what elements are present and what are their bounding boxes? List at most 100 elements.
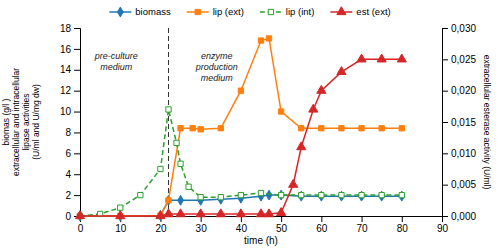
marker xyxy=(359,191,365,201)
text-line: biomas (g/l ) xyxy=(1,98,11,145)
marker xyxy=(236,209,245,217)
tick-label: 0,030 xyxy=(451,23,476,34)
tick-mark xyxy=(321,216,322,222)
tick: 18 xyxy=(60,23,80,34)
tick: 50 xyxy=(276,216,288,234)
marker xyxy=(277,208,286,216)
y2-axis-title: extracellular esterase activity (U/ml) xyxy=(482,55,492,190)
marker xyxy=(278,109,283,114)
marker xyxy=(186,184,191,189)
marker xyxy=(298,191,304,201)
text-line: medium xyxy=(100,62,133,72)
tick-label: 60 xyxy=(316,223,328,234)
axis-line xyxy=(81,217,443,223)
marker xyxy=(397,54,406,62)
x-axis-title: time (h) xyxy=(244,235,278,246)
legend-marker xyxy=(195,9,200,14)
marker xyxy=(174,140,179,145)
marker xyxy=(158,166,163,171)
tick-label: 0,020 xyxy=(451,85,476,96)
tick: 60 xyxy=(316,216,328,234)
annotation: pre-culturemedium xyxy=(94,51,138,72)
marker xyxy=(178,126,183,131)
tick: 0,015 xyxy=(442,117,476,128)
tick-mark xyxy=(74,112,80,113)
marker xyxy=(319,126,324,131)
tick-mark xyxy=(362,216,363,222)
tick: 0,010 xyxy=(442,148,476,159)
tick-mark xyxy=(74,195,80,196)
marker xyxy=(299,192,304,197)
marker xyxy=(164,209,173,217)
tick-mark xyxy=(74,174,80,175)
legend-item: biomass xyxy=(109,6,171,17)
axis-line xyxy=(74,29,81,217)
tick-label: 40 xyxy=(236,223,248,234)
tick-label: 0,010 xyxy=(451,148,476,159)
marker xyxy=(297,142,306,150)
marker xyxy=(379,191,385,201)
marker xyxy=(196,209,205,217)
tick: 0,005 xyxy=(442,179,476,190)
tick-label: 70 xyxy=(356,223,368,234)
chart: 01020304050607080900246810121416180,0000… xyxy=(0,0,500,248)
marker xyxy=(216,209,225,217)
tick-label: 0,025 xyxy=(451,54,476,65)
marker xyxy=(399,126,404,131)
tick-mark xyxy=(74,132,80,133)
tick-mark xyxy=(281,216,282,222)
legend-label: est (ext) xyxy=(356,6,390,17)
marker xyxy=(299,126,304,131)
series-markers xyxy=(77,36,404,219)
tick-mark xyxy=(442,91,448,92)
text-line: pre-culture xyxy=(94,51,138,61)
tick-label: 0,005 xyxy=(451,179,476,190)
tick-mark xyxy=(74,28,80,29)
marker xyxy=(339,191,345,201)
marker xyxy=(377,54,386,62)
marker xyxy=(357,54,366,62)
marker xyxy=(178,161,183,166)
series-line xyxy=(80,109,402,216)
tick-label: 14 xyxy=(60,64,72,75)
marker xyxy=(238,88,243,93)
series-markers xyxy=(75,54,406,219)
marker xyxy=(176,209,185,217)
marker xyxy=(266,190,272,200)
tick-label: 90 xyxy=(437,223,449,234)
legend-marker xyxy=(337,7,346,15)
tick: 0,020 xyxy=(442,85,476,96)
marker xyxy=(339,126,344,131)
tick-mark xyxy=(442,185,448,186)
tick: 14 xyxy=(60,64,80,75)
marker xyxy=(218,195,223,200)
marker xyxy=(399,192,404,197)
legend-label: lip (ext) xyxy=(213,6,244,17)
marker xyxy=(258,191,264,201)
tick: 10 xyxy=(60,106,80,117)
marker xyxy=(339,192,344,197)
marker xyxy=(166,198,171,203)
tick-label: 18 xyxy=(60,23,72,34)
tick-mark xyxy=(402,216,403,222)
tick: 70 xyxy=(356,216,368,234)
tick: 0,000 xyxy=(442,211,476,222)
legend-item: lip (ext) xyxy=(187,6,244,17)
tick-label: 80 xyxy=(397,223,409,234)
tick: 0,025 xyxy=(442,54,476,65)
tick-mark xyxy=(74,153,80,154)
marker xyxy=(258,190,263,195)
legend: biomasslip (ext)lip (int)est (ext) xyxy=(109,6,390,17)
y-axis-title: biomas (g/l )extracellular and intracell… xyxy=(1,68,41,176)
text-line: extracellular and intracellular xyxy=(11,68,21,176)
legend-marker xyxy=(268,9,273,14)
marker xyxy=(289,179,298,187)
y2-axis: 0,000 0,005 0,010 0,015 0,020 0,025 0,030 xyxy=(442,23,476,222)
marker xyxy=(379,126,384,131)
marker xyxy=(118,205,123,210)
marker xyxy=(359,126,364,131)
text-line: (U/ml and U/mg dw) xyxy=(31,84,41,160)
tick-label: 12 xyxy=(60,85,72,96)
tick-label: 10 xyxy=(115,223,127,234)
tick-mark xyxy=(442,122,448,123)
